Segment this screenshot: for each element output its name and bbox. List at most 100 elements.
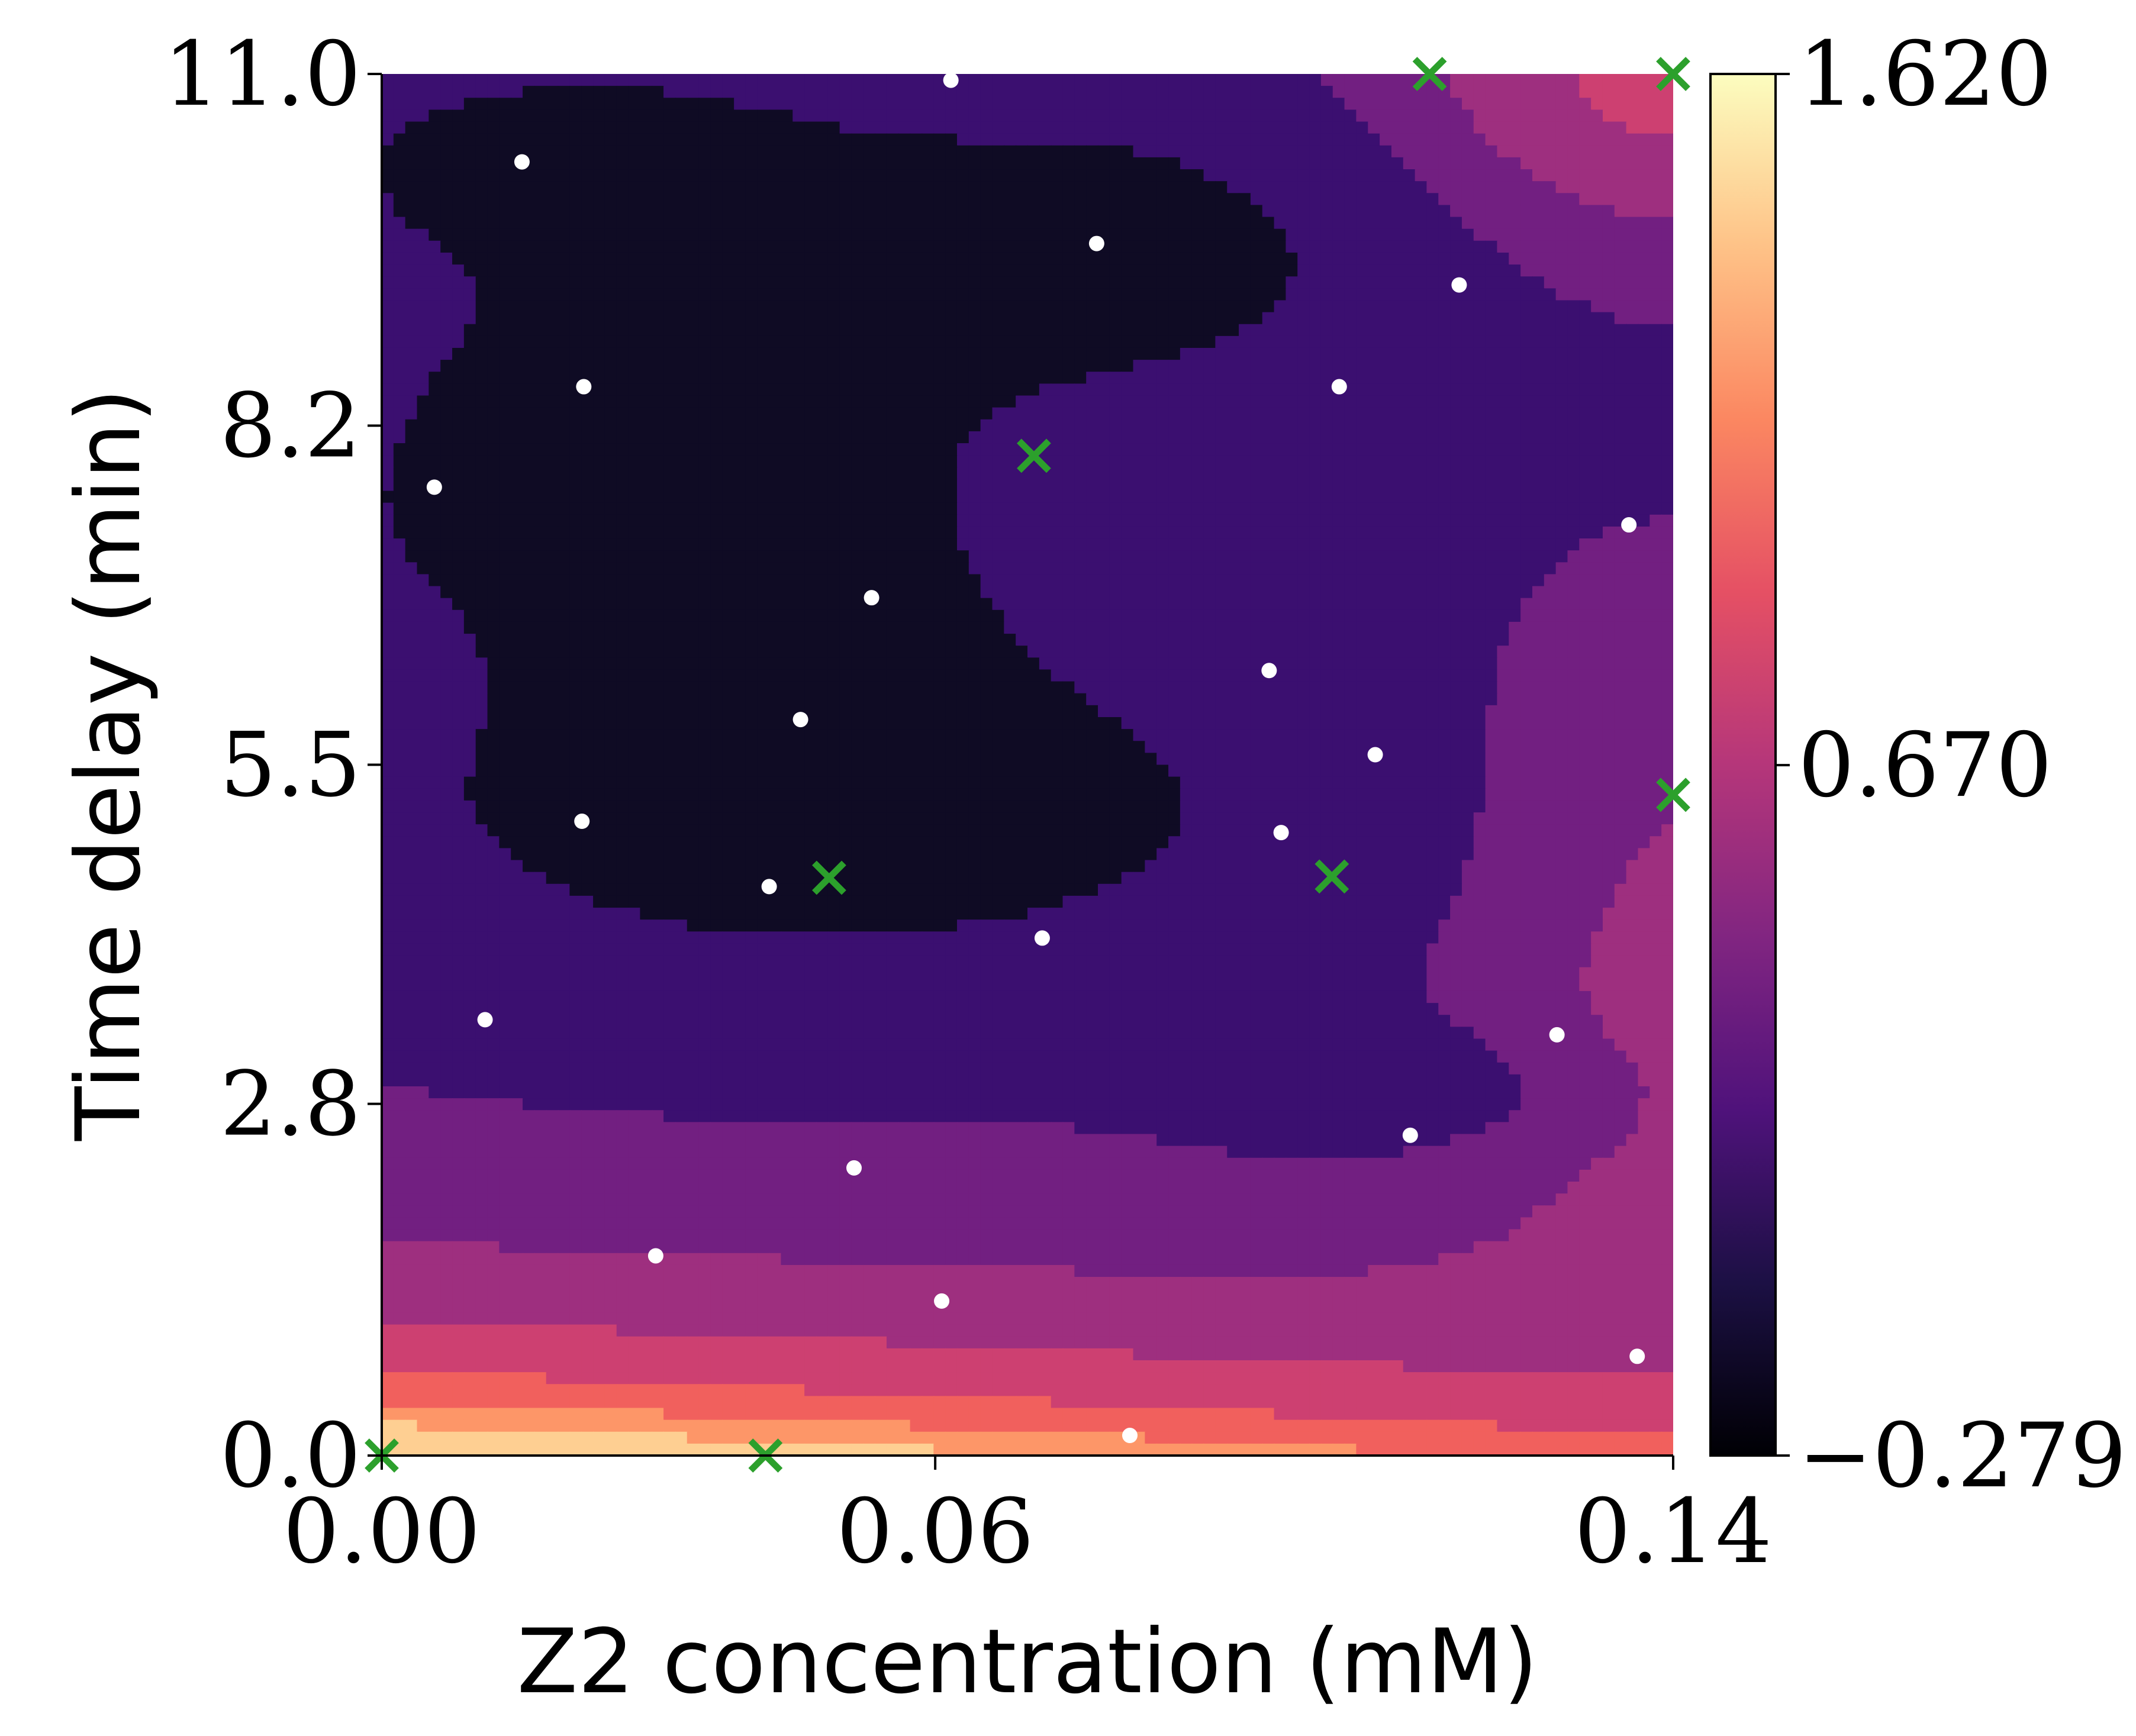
contour-cell <box>722 455 734 468</box>
contour-cell <box>593 264 605 277</box>
contour-cell <box>875 347 887 360</box>
contour-cell <box>745 145 758 158</box>
contour-cell <box>1039 395 1052 408</box>
contour-cell <box>1203 98 1216 111</box>
contour-cell <box>1661 98 1673 111</box>
contour-cell <box>1391 574 1404 587</box>
contour-cell <box>827 312 840 325</box>
contour-cell <box>1544 443 1557 456</box>
contour-cell <box>1274 431 1287 444</box>
contour-cell <box>558 217 571 230</box>
contour-cell <box>499 264 512 277</box>
contour-cell <box>546 228 559 241</box>
contour-cell <box>1133 169 1146 182</box>
contour-cell <box>417 288 430 301</box>
contour-cell <box>1638 372 1651 385</box>
contour-cell <box>1121 395 1134 408</box>
contour-cell <box>1473 598 1486 611</box>
contour-cell <box>628 431 641 444</box>
contour-cell <box>663 360 676 373</box>
contour-cell <box>1239 335 1251 349</box>
contour-cell <box>523 360 535 373</box>
contour-cell <box>1062 169 1075 182</box>
contour-cell <box>710 217 723 230</box>
contour-cell <box>792 288 806 301</box>
contour-cell <box>382 526 394 539</box>
contour-cell <box>652 431 664 444</box>
contour-cell <box>1004 181 1017 194</box>
contour-cell <box>1591 598 1603 611</box>
contour-cell <box>933 598 946 611</box>
contour-cell <box>1473 455 1486 468</box>
contour-cell <box>722 240 734 253</box>
contour-cell <box>1180 276 1193 289</box>
contour-cell <box>886 550 899 563</box>
contour-cell <box>1286 181 1299 194</box>
contour-cell <box>511 205 523 218</box>
contour-cell <box>1250 443 1263 456</box>
contour-cell <box>1239 181 1251 194</box>
contour-cell <box>1074 300 1087 313</box>
contour-cell <box>1297 550 1310 563</box>
contour-cell <box>804 157 817 170</box>
contour-cell <box>1027 538 1040 551</box>
contour-cell <box>452 217 465 230</box>
contour-cell <box>687 502 700 515</box>
contour-cell <box>1027 145 1040 158</box>
contour-cell <box>851 217 864 230</box>
contour-cell <box>1461 133 1474 146</box>
contour-cell <box>992 491 1005 504</box>
contour-cell <box>792 264 806 277</box>
contour-cell <box>816 395 829 408</box>
contour-cell <box>745 121 758 134</box>
contour-cell <box>816 431 829 444</box>
contour-cell <box>1614 395 1627 408</box>
contour-cell <box>1461 443 1474 456</box>
contour-cell <box>1121 372 1134 385</box>
contour-cell <box>687 455 700 468</box>
contour-cell <box>910 443 923 456</box>
contour-cell <box>1368 74 1380 87</box>
contour-cell <box>628 133 641 146</box>
contour-cell <box>992 455 1005 468</box>
contour-cell <box>417 74 430 87</box>
contour-cell <box>569 407 582 420</box>
contour-cell <box>980 455 993 468</box>
contour-cell <box>1133 276 1146 289</box>
contour-cell <box>1391 383 1404 396</box>
contour-cell <box>1438 133 1451 146</box>
contour-cell <box>1203 133 1216 146</box>
contour-cell <box>1239 538 1251 551</box>
contour-cell <box>1286 288 1299 301</box>
contour-cell <box>1344 467 1357 480</box>
contour-cell <box>1156 538 1169 551</box>
contour-cell <box>628 609 641 622</box>
contour-cell <box>745 240 758 253</box>
contour-cell <box>992 360 1005 373</box>
contour-cell <box>523 74 535 87</box>
contour-cell <box>440 598 453 611</box>
contour-cell <box>710 562 723 575</box>
contour-cell <box>569 288 582 301</box>
contour-cell <box>687 514 700 527</box>
contour-cell <box>1168 217 1181 230</box>
contour-cell <box>1027 193 1040 206</box>
contour-cell <box>1098 217 1110 230</box>
contour-cell <box>393 514 406 527</box>
contour-cell <box>1250 383 1263 396</box>
contour-cell <box>1062 431 1075 444</box>
contour-cell <box>1649 347 1663 360</box>
contour-cell <box>393 538 406 551</box>
contour-cell <box>968 217 981 230</box>
contour-cell <box>1074 252 1087 265</box>
contour-cell <box>1403 193 1416 206</box>
contour-cell <box>382 181 394 194</box>
contour-cell <box>523 240 535 253</box>
contour-cell <box>1567 550 1580 563</box>
contour-cell <box>1555 467 1568 480</box>
contour-cell <box>945 217 958 230</box>
contour-cell <box>1520 431 1533 444</box>
contour-cell <box>499 502 512 515</box>
contour-cell <box>1485 491 1498 504</box>
contour-cell <box>1168 252 1181 265</box>
